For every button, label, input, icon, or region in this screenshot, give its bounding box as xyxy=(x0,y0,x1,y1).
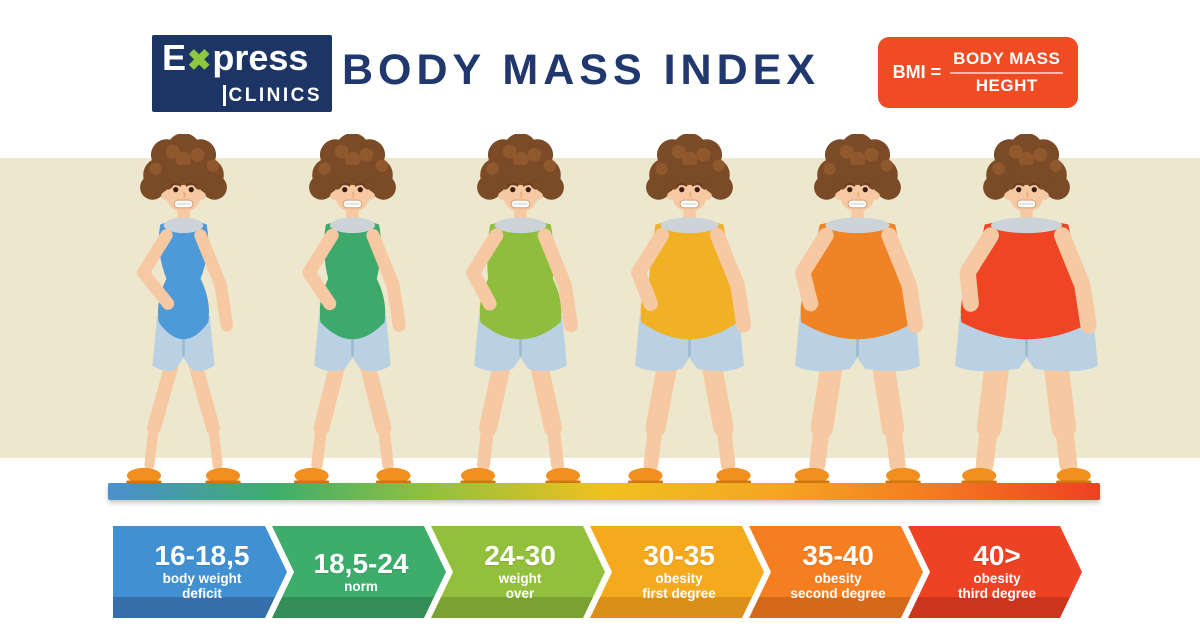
formula-denominator: HEGHT xyxy=(975,76,1038,95)
segment-content: 18,5-24 norm xyxy=(272,526,446,618)
logo-subtitle: CLINICS xyxy=(162,85,322,106)
logo-wordmark: E✖press xyxy=(162,40,322,79)
logo-x-icon: ✖ xyxy=(187,45,212,77)
bmi-segment-3: 24-30 weight over xyxy=(431,526,605,618)
logo-text-suffix: press xyxy=(212,37,309,78)
woman-figure-svg xyxy=(460,134,581,484)
figure-underweight xyxy=(75,134,292,529)
woman-figure-svg xyxy=(627,134,751,484)
figure-norm xyxy=(244,134,461,529)
bmi-segment-4: 30-35 obesity first degree xyxy=(590,526,764,618)
woman-figure-svg xyxy=(794,134,924,484)
logo-subtitle-text: CLINICS xyxy=(228,84,322,106)
formula-fraction: BODY MASS HEGHT xyxy=(950,49,1064,96)
segment-label-line2: second degree xyxy=(790,586,886,601)
segment-label-line2: third degree xyxy=(957,586,1036,601)
segment-label-line1: obesity xyxy=(973,571,1021,586)
bmi-segment-5: 35-40 obesity second degree xyxy=(749,526,923,618)
segment-range: 16-18,5 xyxy=(154,540,250,571)
segment-content: 40> obesity third degree xyxy=(908,526,1082,618)
logo-text-prefix: E xyxy=(162,37,187,78)
figure-obesity-third xyxy=(918,134,1135,529)
logo-separator-bar xyxy=(222,85,226,106)
bmi-segment-6: 40> obesity third degree xyxy=(908,526,1082,618)
segment-range: 35-40 xyxy=(802,540,874,571)
bmi-color-scale-bar xyxy=(108,483,1100,500)
segment-range: 30-35 xyxy=(643,540,715,571)
bmi-formula-box: BMI = BODY MASS HEGHT xyxy=(878,37,1078,108)
segment-range: 24-30 xyxy=(484,540,556,571)
segment-content: 30-35 obesity first degree xyxy=(590,526,764,618)
figure-obesity-first xyxy=(581,134,798,529)
segment-label-line2: deficit xyxy=(182,586,222,601)
segment-range: 18,5-24 xyxy=(313,547,409,579)
page-title: BODY MASS INDEX xyxy=(342,46,820,94)
segment-label-line1: body weight xyxy=(162,571,242,586)
segment-content: 24-30 weight over xyxy=(431,526,605,618)
formula-numerator: BODY MASS xyxy=(950,49,1064,74)
clinic-logo: E✖press CLINICS xyxy=(152,35,332,112)
segment-label-line2: first degree xyxy=(642,586,716,601)
woman-figure-svg xyxy=(126,134,241,484)
segment-content: 35-40 obesity second degree xyxy=(749,526,923,618)
segment-label-line1: obesity xyxy=(655,571,703,586)
bmi-segment-2: 18,5-24 norm xyxy=(272,526,446,618)
bmi-figures-row xyxy=(100,134,1110,529)
bmi-segment-1: 16-18,5 body weight deficit xyxy=(113,526,287,618)
segment-label-line1: weight xyxy=(498,571,542,586)
formula-label: BMI = xyxy=(892,62,942,82)
segment-label-line1: norm xyxy=(344,578,378,594)
figure-obesity-second xyxy=(749,134,966,529)
woman-figure-svg xyxy=(293,134,411,484)
segment-range: 40> xyxy=(973,540,1021,571)
figure-overweight xyxy=(412,134,629,529)
segment-label-line2: over xyxy=(505,586,535,601)
woman-figure-svg xyxy=(955,134,1098,484)
bmi-scale-segments: 16-18,5 body weight deficit 18,5-24 norm… xyxy=(113,526,1082,618)
segment-content: 16-18,5 body weight deficit xyxy=(113,526,287,618)
segment-label-line1: obesity xyxy=(814,571,862,586)
